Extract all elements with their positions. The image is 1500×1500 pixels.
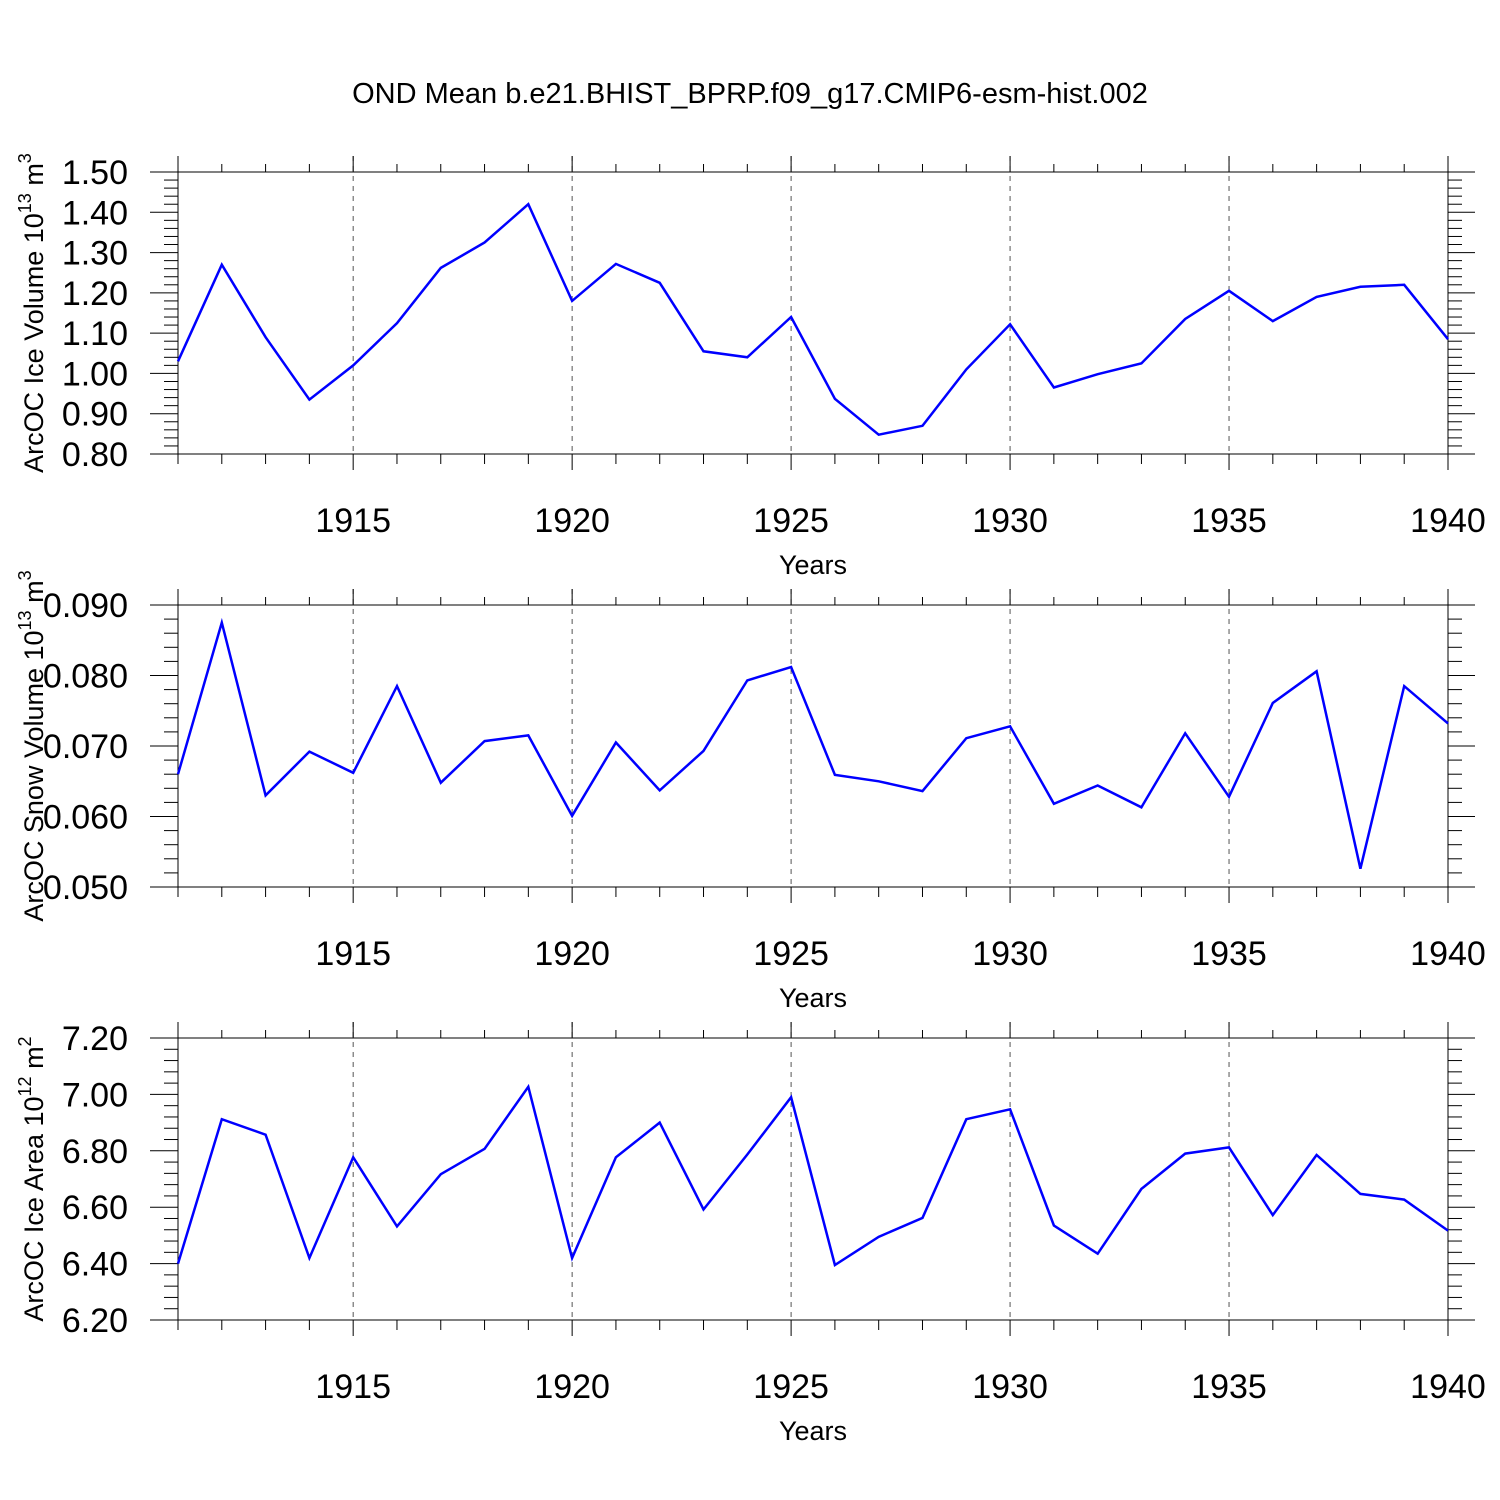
y-tick-label: 6.80 xyxy=(62,1133,128,1171)
x-tick-label: 1915 xyxy=(315,502,391,540)
x-tick-label: 1915 xyxy=(315,935,391,973)
y-tick-label: 6.40 xyxy=(62,1246,128,1284)
x-tick-label: 1940 xyxy=(1410,1368,1486,1406)
y-axis-label-exponent: 12 xyxy=(15,1076,35,1096)
y-tick-label: 1.10 xyxy=(62,315,128,353)
y-tick-label: 1.20 xyxy=(62,275,128,313)
x-tick-label: 1920 xyxy=(534,1368,610,1406)
x-tick-label: 1935 xyxy=(1191,1368,1267,1406)
y-axis-label-exponent: 13 xyxy=(15,610,35,630)
x-tick-label: 1935 xyxy=(1191,935,1267,973)
x-tick-label: 1915 xyxy=(315,1368,391,1406)
x-axis-label: Years xyxy=(779,1416,847,1446)
y-axis-label-exponent: 13 xyxy=(15,193,35,213)
x-tick-label: 1940 xyxy=(1410,502,1486,540)
y-tick-label: 0.070 xyxy=(43,728,128,766)
x-tick-label: 1925 xyxy=(753,1368,829,1406)
y-axis-label-unit: m xyxy=(19,1046,49,1076)
y-axis-label-text: ArcOC Snow Volume 10 xyxy=(19,630,49,921)
y-tick-label: 0.060 xyxy=(43,799,128,837)
y-axis-label: ArcOC Ice Area 1012 m2 xyxy=(15,1036,49,1321)
x-tick-label: 1930 xyxy=(972,1368,1048,1406)
y-axis-label-text: ArcOC Ice Area 10 xyxy=(19,1096,49,1321)
y-tick-label: 0.080 xyxy=(43,658,128,696)
y-tick-label: 7.00 xyxy=(62,1076,128,1114)
x-axis-label: Years xyxy=(779,550,847,580)
panel-1: 1915 1920 1925 1930 1935 1940 0.800.901.001.10… xyxy=(15,153,1486,580)
chart-title: OND Mean b.e21.BHIST_BPRP.f09_g17.CMIP6-… xyxy=(352,78,1148,110)
x-tick-label: 1920 xyxy=(534,502,610,540)
y-axis-label-unit-exponent: 2 xyxy=(15,1036,35,1046)
x-tick-label: 1940 xyxy=(1410,935,1486,973)
y-tick-label: 6.60 xyxy=(62,1189,128,1227)
y-tick-label: 1.30 xyxy=(62,235,128,273)
y-tick-label: 0.090 xyxy=(43,587,128,625)
y-tick-label: 1.40 xyxy=(62,194,128,232)
y-tick-label: 0.050 xyxy=(43,869,128,907)
y-axis-label-unit-exponent: 3 xyxy=(15,153,35,163)
series-line xyxy=(176,1083,1449,1267)
panel-2: 1915 1920 1925 1930 1935 1940 0.050 0.060 0.070 0… xyxy=(15,570,1486,1013)
y-axis-label: ArcOC Snow Volume 1013 m3 xyxy=(15,570,49,921)
panel-3: 1915 1920 1925 1930 1935 1940 6.20 6.40 6.60 6.80… xyxy=(15,1020,1486,1446)
y-axis-label-unit-exponent: 3 xyxy=(15,570,35,580)
x-tick-label: 1925 xyxy=(753,935,829,973)
series-line xyxy=(176,617,1449,869)
x-tick-label: 1930 xyxy=(972,935,1048,973)
x-tick-label: 1935 xyxy=(1191,502,1267,540)
y-axis-label: ArcOC Ice Volume 1013 m3 xyxy=(15,153,49,473)
y-tick-label: 6.20 xyxy=(62,1302,128,1340)
y-axis-label-unit: m xyxy=(19,580,49,610)
series-line xyxy=(176,202,1449,437)
y-tick-label: 1.50 xyxy=(62,154,128,192)
y-axis-label-text: ArcOC Ice Volume 10 xyxy=(19,213,49,473)
x-tick-label: 1930 xyxy=(972,502,1048,540)
y-tick-label: 1.00 xyxy=(62,355,128,393)
x-tick-label: 1925 xyxy=(753,502,829,540)
y-tick-label: 0.90 xyxy=(62,396,128,434)
x-axis-label: Years xyxy=(779,983,847,1013)
x-tick-label: 1920 xyxy=(534,935,610,973)
y-tick-label: 0.80 xyxy=(62,436,128,474)
y-axis-label-unit: m xyxy=(19,163,49,193)
y-tick-label: 7.20 xyxy=(62,1020,128,1058)
